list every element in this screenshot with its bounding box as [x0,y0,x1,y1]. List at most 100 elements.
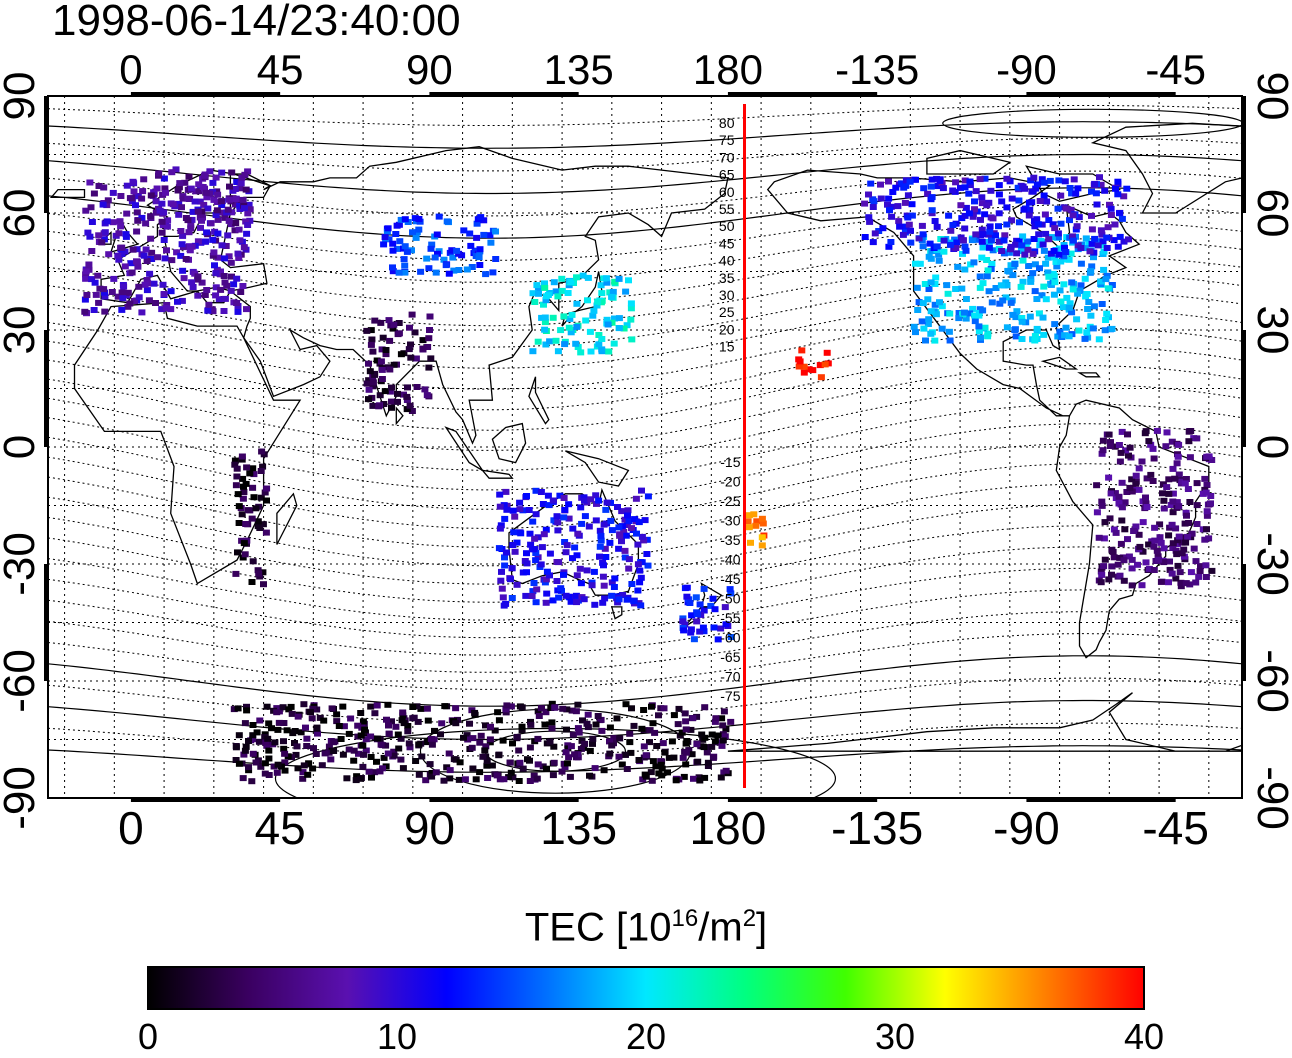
tec-pixel [1020,206,1028,213]
tec-pixel [681,621,689,628]
tec-pixel [1168,438,1176,445]
tec-pixel [103,218,111,225]
tec-pixel [243,707,251,714]
tec-pixel [1111,443,1119,450]
tec-pixel [223,282,231,289]
tec-pixel [530,546,538,553]
tec-pixel [472,776,480,783]
tec-pixel [590,568,598,575]
tec-pixel [1175,533,1183,540]
tec-pixel [395,320,403,326]
tec-pixel [623,322,631,329]
tec-pixel [382,742,390,749]
tec-pixel [953,239,961,246]
tec-pixel [1115,493,1123,500]
tec-pixel [727,718,735,725]
tec-pixel [615,524,623,531]
tec-pixel [243,306,250,313]
tec-pixel [522,592,530,599]
tec-pixel [508,595,516,601]
tec-pixel [670,754,678,761]
tec-pixel [946,310,954,317]
tec-pixel [643,551,651,557]
tec-pixel [574,530,582,537]
tec-pixel [949,222,957,228]
tec-pixel [1007,262,1015,269]
tec-pixel [509,542,517,548]
tec-pixel [456,759,464,766]
contour-label: -40 [720,552,740,568]
tec-pixel [621,751,629,758]
tec-pixel [1054,234,1062,241]
tec-pixel [529,348,537,355]
tec-pixel [906,178,914,185]
tec-pixel [979,244,987,251]
tec-pixel [566,315,574,322]
tec-pixel [962,296,970,302]
tec-pixel [184,195,192,202]
tec-pixel [622,288,630,295]
tec-pixel [232,196,240,202]
tec-pixel [940,248,948,255]
tec-pixel [618,761,626,768]
tec-pixel [698,731,706,738]
tec-pixel [567,598,575,605]
top-lon-tick-label: -135 [835,46,919,93]
tec-pixel [571,544,579,551]
tec-pixel [573,572,581,579]
left-lat-tick-label: -60 [0,649,44,713]
tec-pixel [598,290,606,297]
tec-pixel [700,628,708,635]
tec-pixel [153,185,161,192]
tec-pixel [339,703,347,710]
tec-pixel [419,345,427,352]
tec-pixel [415,771,423,778]
tec-pixel [631,516,639,523]
tec-pixel [1197,563,1204,570]
tec-pixel [1098,301,1106,307]
tec-pixel [161,185,169,192]
tec-pixel [1036,265,1043,272]
tec-pixel [912,329,919,336]
tec-pixel [132,202,139,209]
mlat-contour [48,204,1242,261]
tec-pixel [939,185,947,192]
tec-pixel [575,729,583,736]
tec-pixel [87,204,95,211]
tec-pixel [390,752,398,759]
tec-pixel [486,232,494,239]
tec-pixel [1111,490,1119,497]
tec-pixel [606,750,614,757]
tec-pixel [796,358,804,365]
tec-pixel [1120,577,1128,584]
tec-pixel [279,704,287,711]
tec-pixel [640,707,648,713]
tec-pixel [1151,537,1159,544]
tec-pixel [550,279,558,286]
tec-pixel [694,758,702,765]
tec-pixel [537,561,545,568]
tec-pixel [969,213,977,220]
tec-pixel [397,216,405,223]
tec-pixel [1193,521,1201,527]
tec-pixel [696,628,704,635]
tec-pixel [232,744,240,751]
tec-pixel [118,289,126,296]
tec-pixel [82,207,90,214]
tec-pixel [1114,178,1122,185]
tec-pixel [959,237,967,244]
tec-pixel [1107,490,1115,497]
tec-pixel [590,307,598,314]
tec-pixel [718,715,726,722]
tec-pixel [262,529,270,536]
tec-pixel [531,299,539,305]
tec-pixel [252,759,260,766]
tec-pixel [573,323,581,330]
tec-pixel [611,278,619,285]
tec-pixel [400,256,408,263]
tec-pixel [222,243,230,249]
tec-pixel [1081,335,1089,342]
tec-pixel [122,233,130,240]
tec-pixel [218,202,226,209]
tec-pixel [340,723,348,730]
